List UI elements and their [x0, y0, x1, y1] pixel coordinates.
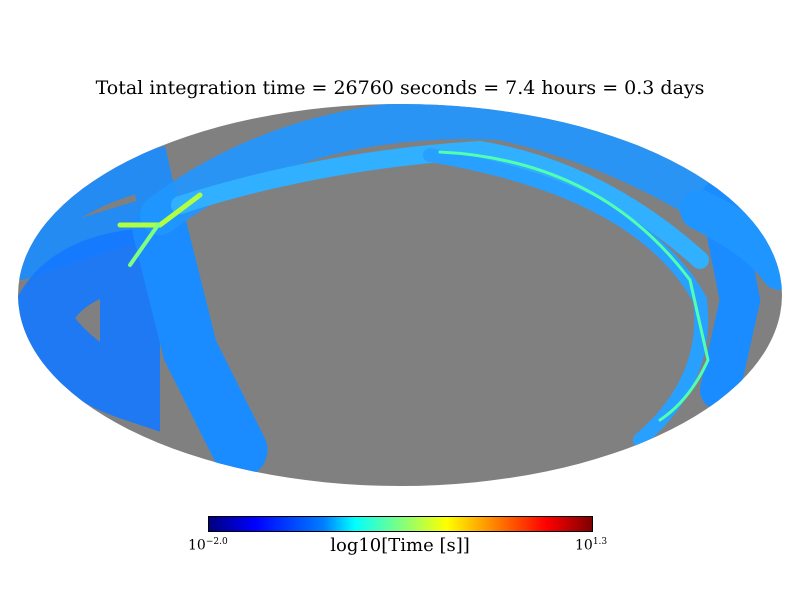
colorbar-min-label: 10−2.0 — [188, 537, 228, 554]
coverage-hotspot — [128, 223, 160, 267]
coverage-band — [140, 104, 780, 260]
chart-title: Total integration time = 26760 seconds =… — [95, 77, 705, 99]
colorbar — [208, 516, 593, 532]
coverage-band — [680, 190, 782, 290]
colorbar-max-label: 101.3 — [575, 537, 608, 554]
coverage-arc — [438, 150, 710, 422]
coverage-band — [171, 140, 709, 269]
coverage-band — [132, 202, 268, 478]
colorbar-label: log10[Time [s]] — [330, 535, 470, 556]
coverage-band — [423, 148, 709, 447]
coverage-band — [18, 225, 160, 432]
